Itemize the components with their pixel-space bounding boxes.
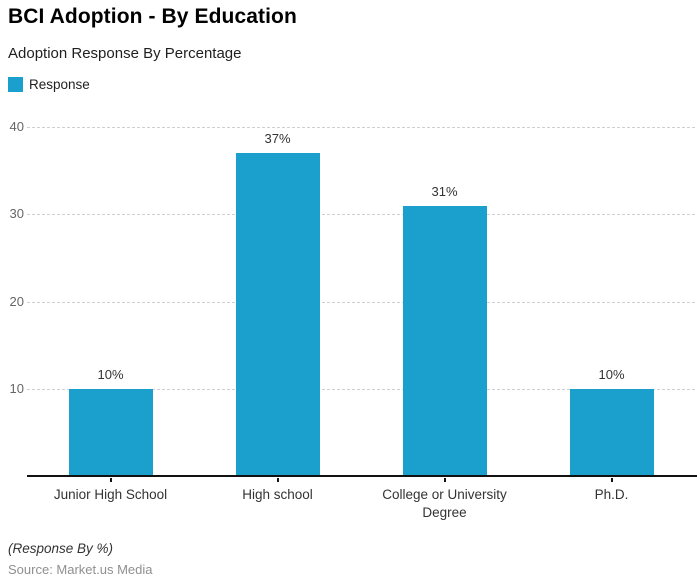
y-tick-label: 20 (9, 293, 24, 309)
y-tick-label: 10 (9, 380, 24, 396)
y-grid-line (27, 388, 695, 390)
y-grid-line (27, 214, 695, 216)
chart-subtitle: Adoption Response By Percentage (8, 45, 242, 62)
y-tick-label: 40 (9, 119, 24, 134)
y-grid-line (27, 127, 695, 128)
bar-value-label: 10% (598, 366, 625, 382)
x-axis-label: College or University Degree (382, 487, 507, 520)
bar (235, 153, 320, 476)
legend-label: Response (29, 77, 90, 92)
bar-value-label: 10% (97, 366, 124, 382)
y-grid-line (27, 301, 695, 303)
x-axis-line (27, 475, 697, 477)
legend-swatch-icon (8, 77, 23, 92)
x-axis-tick (109, 478, 112, 482)
chart-source: Source: Market.us Media (8, 562, 153, 577)
bar (68, 388, 153, 476)
bar (569, 388, 654, 476)
x-axis-label: Junior High School (53, 487, 168, 502)
x-axis-label: High school (242, 487, 313, 502)
legend: Response (8, 77, 90, 92)
x-axis-tick (276, 478, 279, 482)
bar (402, 205, 487, 476)
chart-title: BCI Adoption - By Education (8, 5, 297, 28)
bar-value-label: 37% (264, 131, 291, 147)
bar-value-label: 31% (431, 183, 458, 199)
x-axis-tick (443, 478, 446, 482)
y-tick-label: 30 (9, 206, 24, 222)
x-axis-tick (610, 478, 613, 482)
bar-chart: 10 20 30 40 10% Junior High School 37% High sch… (0, 119, 700, 539)
x-axis-label: Ph.D. (594, 487, 629, 502)
chart-footnote: (Response By %) (8, 541, 114, 556)
